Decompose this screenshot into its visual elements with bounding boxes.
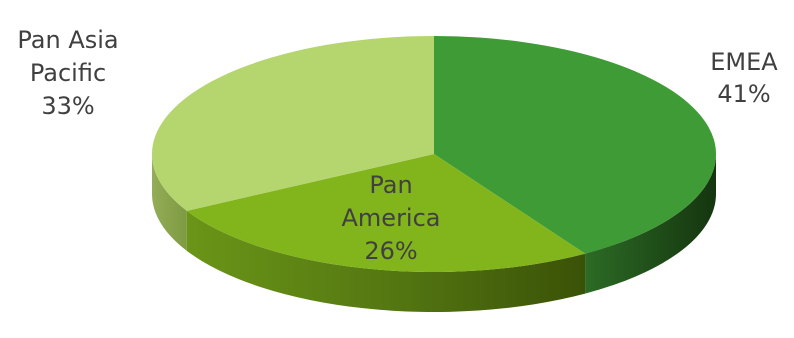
slice-label-pan-america: Pan America 26%	[342, 171, 441, 265]
slice-label-emea: EMEA 41%	[710, 48, 778, 108]
pie-slice-emea	[434, 36, 716, 254]
pie-side-pan-asia-pacific	[152, 154, 187, 251]
slice-name-line: America	[342, 204, 441, 232]
pie-side-emea	[585, 154, 716, 294]
slice-label-pan-asia-pacific: Pan Asia Pacific 33%	[17, 26, 118, 120]
slice-percent: 41%	[717, 80, 770, 108]
slice-name-line: EMEA	[710, 48, 778, 76]
pie-slice-pan-america	[186, 154, 586, 272]
pie-sides	[152, 154, 716, 312]
pie-slice-pan-asia-pacific	[151, 36, 434, 211]
slice-percent: 26%	[364, 237, 417, 265]
slice-name-line: Pan	[369, 171, 412, 199]
slice-name-line: Pacific	[30, 59, 106, 87]
pie-labels: EMEA 41% Pan America 26% Pan Asia Pacific 33%	[17, 26, 778, 265]
pie-side-pan-america	[186, 210, 586, 312]
slice-percent: 33%	[41, 92, 94, 120]
slice-name-line: Pan Asia	[17, 26, 118, 54]
pie-tops	[151, 36, 716, 272]
